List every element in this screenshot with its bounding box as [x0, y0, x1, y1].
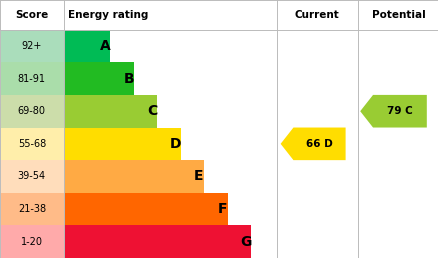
Text: Score: Score	[15, 10, 48, 20]
Text: E: E	[194, 170, 203, 183]
Polygon shape	[1, 225, 64, 258]
Text: 21-38: 21-38	[18, 204, 46, 214]
Text: 1-20: 1-20	[21, 237, 43, 247]
Polygon shape	[280, 127, 345, 160]
Polygon shape	[64, 160, 204, 193]
Text: Current: Current	[294, 10, 339, 20]
Polygon shape	[1, 95, 64, 127]
Polygon shape	[1, 193, 64, 225]
Text: C: C	[147, 104, 157, 118]
Polygon shape	[1, 30, 64, 62]
Polygon shape	[64, 30, 110, 62]
Polygon shape	[1, 62, 64, 95]
Text: Potential: Potential	[371, 10, 424, 20]
Polygon shape	[1, 127, 64, 160]
Polygon shape	[64, 193, 227, 225]
Text: D: D	[170, 137, 181, 151]
Polygon shape	[64, 62, 134, 95]
Polygon shape	[64, 95, 157, 127]
Polygon shape	[360, 95, 426, 127]
Text: 79 C: 79 C	[386, 106, 412, 116]
Text: G: G	[240, 235, 251, 249]
Text: 92+: 92+	[21, 41, 42, 51]
Text: F: F	[217, 202, 226, 216]
Polygon shape	[1, 160, 64, 193]
Text: Energy rating: Energy rating	[68, 10, 148, 20]
Text: 69-80: 69-80	[18, 106, 46, 116]
Text: 39-54: 39-54	[18, 172, 46, 181]
Text: 81-91: 81-91	[18, 74, 46, 84]
Polygon shape	[64, 225, 251, 258]
Text: A: A	[99, 39, 110, 53]
Text: 66 D: 66 D	[305, 139, 332, 149]
Text: 55-68: 55-68	[18, 139, 46, 149]
Text: B: B	[123, 72, 134, 86]
Polygon shape	[64, 127, 180, 160]
